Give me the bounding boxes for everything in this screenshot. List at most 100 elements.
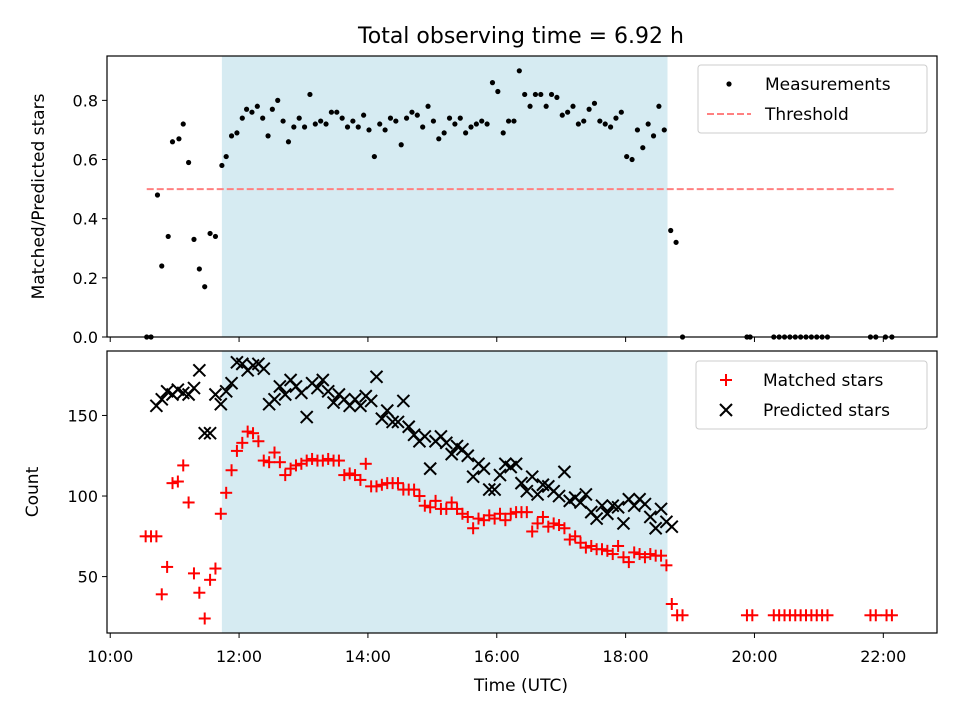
measurement-point [154,192,161,198]
measurement-point [543,103,549,109]
measurement-point [377,121,383,127]
predicted-star-point [267,392,282,407]
predicted-star-point [326,395,341,410]
measurement-point [570,103,576,109]
predicted-star-point [530,487,545,502]
predicted-star-point [423,461,437,476]
predicted-star-point [611,500,625,515]
count-legend-box [695,360,928,430]
count-y-ticks: 50 100 150 [67,406,107,587]
predicted-star-point [396,394,411,408]
matched-star-point [241,425,254,438]
measurement-point [559,112,565,118]
measurement-point [586,106,592,112]
measurement-point [291,124,297,130]
predicted-star-point [203,426,217,440]
matched-star-point [343,467,356,480]
predicted-star-point [477,461,491,476]
matched-star-point [338,469,351,482]
matched-star-point [558,522,571,535]
matched-star-point [177,459,190,472]
y-tick-label: 150 [67,406,98,425]
predicted-star-point [273,379,287,394]
measurement-point [479,118,485,124]
predicted-star-point [439,436,454,450]
measurement-point [269,106,275,112]
predicted-star-point [616,516,631,531]
measurement-point [527,103,533,109]
predicted-star-points [149,355,679,535]
measurement-point [409,109,415,115]
matched-star-point [424,501,437,514]
measurement-point [344,124,351,130]
matched-star-point [612,539,625,552]
measurement-point [280,118,286,124]
predicted-star-point [224,376,239,390]
measurement-point [613,115,619,121]
x-tick-label: 18:00 [603,647,649,666]
measurement-point [371,153,377,160]
measurement-point [575,121,581,127]
measurement-point [191,236,197,242]
measurement-point [186,159,192,166]
matched-star-point [869,609,882,622]
measurement-point [425,103,431,109]
measurement-point [548,91,555,98]
predicted-star-point [525,469,539,484]
measurement-point [495,88,501,95]
predicted-star-point [514,476,529,490]
predicted-star-point [316,373,330,387]
matched-star-point [536,510,549,523]
count-x-ticks: 10:00 12:00 14:00 16:00 18:00 20:00 22:00 [87,633,906,666]
measurement-point [307,91,313,98]
measurement-point [228,133,235,139]
matched-star-point [182,496,195,509]
legend-dot-marker [726,81,732,87]
measurement-point [645,121,651,127]
matched-star-point [204,573,217,586]
count-y-axis-label: Count [23,466,43,517]
measurement-point [591,100,598,106]
matched-star-point [354,473,367,486]
matched-star-point [214,507,227,520]
predicted-star-point [385,415,400,429]
matched-star-point [306,452,319,465]
measurement-points [144,68,895,340]
matched-star-point [504,507,517,520]
measurement-point [366,127,372,133]
measurement-point [350,118,356,124]
matched-star-point [161,560,174,573]
matched-star-point [252,435,265,448]
matched-star-point [413,490,426,503]
x-tick-label: 16:00 [474,647,520,666]
matched-star-point [257,454,270,467]
matched-star-point [193,586,206,599]
measurement-point [661,127,667,133]
measurement-point [165,233,171,240]
measurement-point [393,118,399,124]
matched-star-point [531,517,544,530]
matched-star-point [316,454,329,467]
measurement-point [511,118,517,124]
y-tick-label: 0.0 [73,328,98,347]
y-tick-label: 50 [78,568,98,587]
matched-star-point [676,609,689,622]
predicted-star-point [482,482,496,497]
predicted-star-point [579,487,593,502]
measurement-point [323,121,329,127]
count-axes-frame [106,350,938,634]
measurement-point [301,124,308,130]
measurement-point [398,142,404,148]
measurement-point [202,284,208,290]
predicted-star-point [214,397,228,411]
predicted-star-point [364,394,378,408]
y-tick-label: 0.8 [73,91,98,110]
ratio-y-axis-label: Matched/Predicted stars [29,93,49,299]
x-tick-label: 12:00 [216,647,262,666]
measurement-point [505,118,512,124]
matched-star-point [440,502,453,515]
measurement-point [602,121,608,127]
matched-star-point [155,588,168,601]
matched-star-point [622,556,635,569]
measurement-point [339,115,345,121]
